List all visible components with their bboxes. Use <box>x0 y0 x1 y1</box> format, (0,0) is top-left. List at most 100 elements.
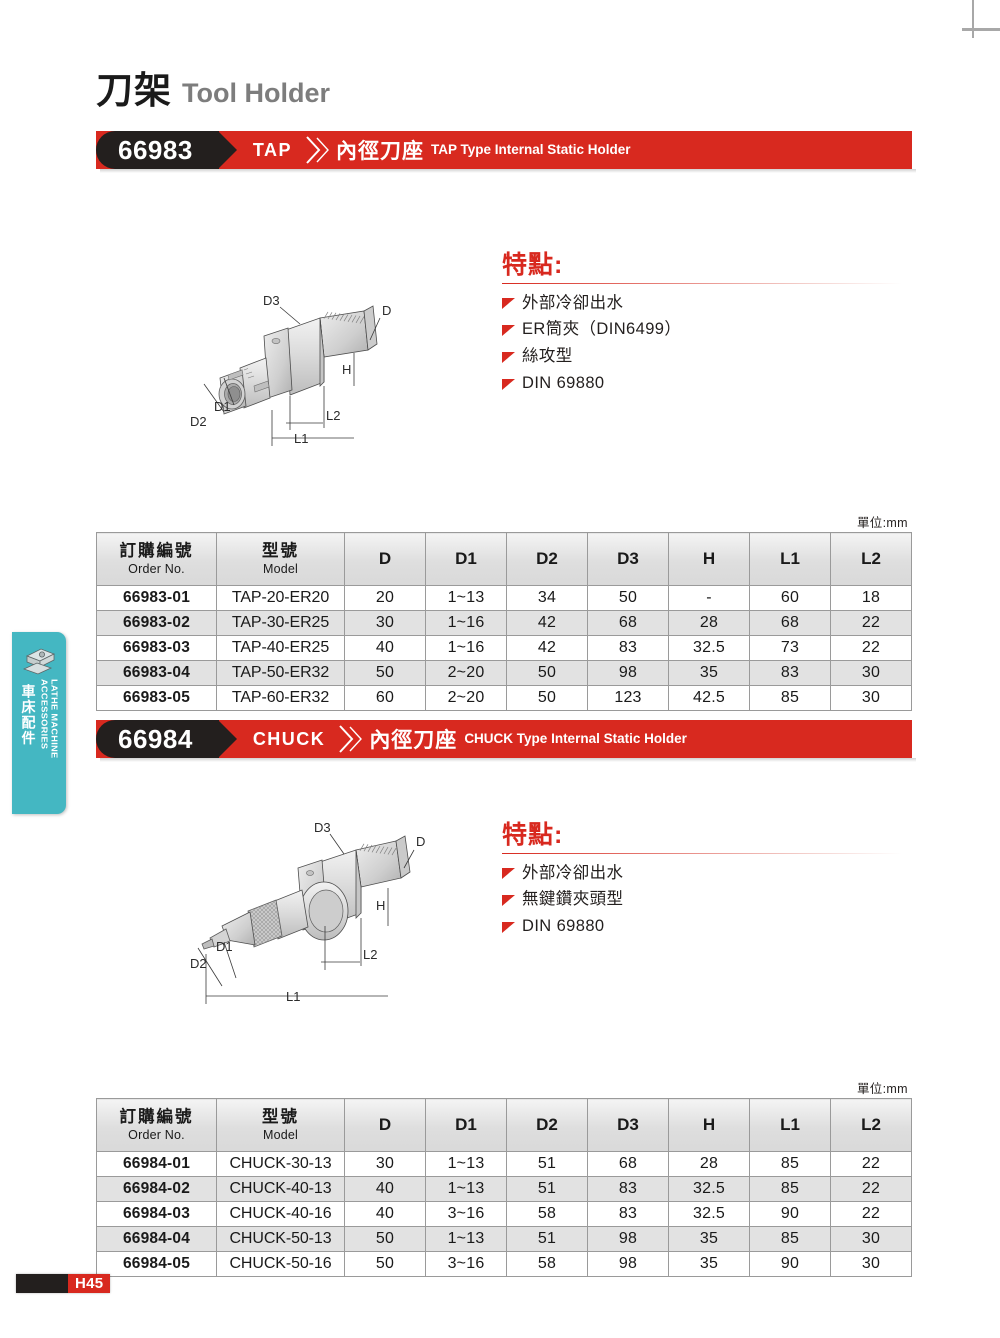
cell-d: 50 <box>344 660 426 686</box>
list-item: 外部冷卻出水 <box>502 860 902 887</box>
chevron-right-icon <box>304 135 330 165</box>
cell-d1: 1~16 <box>425 610 507 636</box>
cell-d: 30 <box>344 1151 426 1177</box>
banner-shadow-66984 <box>100 758 916 762</box>
table-row: 66984-03 CHUCK-40-16 40 3~16 58 83 32.5 … <box>96 1201 912 1227</box>
cell-d: 50 <box>344 1226 426 1252</box>
cell-model: CHUCK-40-16 <box>216 1201 345 1227</box>
chevron-right-icon <box>337 724 363 754</box>
cell-d: 50 <box>344 1251 426 1277</box>
cell-h: 32.5 <box>668 1201 750 1227</box>
cell-order-no: 66984-05 <box>96 1251 217 1277</box>
cell-h: 35 <box>668 1251 750 1277</box>
cell-h: 32.5 <box>668 1176 750 1202</box>
cell-d2: 58 <box>506 1201 588 1227</box>
badge-dark-block <box>16 1274 68 1293</box>
table-row: 66984-01 CHUCK-30-13 30 1~13 51 68 28 85… <box>96 1151 912 1177</box>
lathe-tool-icon <box>21 642 57 676</box>
cell-l2: 18 <box>830 585 912 611</box>
cell-d2: 42 <box>506 610 588 636</box>
crop-mark-top-right-vertical <box>972 0 974 38</box>
cell-l1: 85 <box>749 685 831 711</box>
cell-h: 35 <box>668 1226 750 1252</box>
page-number-badge: H45 <box>16 1274 111 1293</box>
cell-l1: 90 <box>749 1201 831 1227</box>
cell-d: 40 <box>344 635 426 661</box>
section-type-66984: CHUCK <box>252 728 326 749</box>
cell-h: 35 <box>668 660 750 686</box>
cell-d1: 3~16 <box>425 1251 507 1277</box>
triangle-bullet-icon <box>502 298 515 310</box>
cell-l1: 83 <box>749 660 831 686</box>
cell-h: 32.5 <box>668 635 750 661</box>
side-tab-text: 車床配件 LATHE MACHINE ACCESSORIES <box>12 679 66 810</box>
cell-l2: 30 <box>830 1251 912 1277</box>
features-rule-66984 <box>502 852 902 854</box>
cell-l2: 30 <box>830 685 912 711</box>
cell-d3: 83 <box>587 635 669 661</box>
cell-d2: 42 <box>506 635 588 661</box>
features-list-66984: 外部冷卻出水 無鍵鑽夾頭型 DIN 69880 <box>502 860 902 940</box>
list-item: ER筒夾（DIN6499） <box>502 316 902 343</box>
cell-d: 40 <box>344 1176 426 1202</box>
section-subtitle-cn-66983: 內徑刀座 <box>335 140 424 163</box>
table-row: 66983-04 TAP-50-ER32 50 2~20 50 98 35 83… <box>96 660 912 686</box>
cell-order-no: 66984-04 <box>96 1226 217 1252</box>
cell-d: 30 <box>344 610 426 636</box>
cell-l2: 22 <box>830 1176 912 1202</box>
col-header-order-no: 訂購編號 Order No. <box>96 532 217 586</box>
dim-label-d1: D1 <box>216 939 233 954</box>
table-row: 66984-04 CHUCK-50-13 50 1~13 51 98 35 85… <box>96 1226 912 1252</box>
cell-h: 42.5 <box>668 685 750 711</box>
table-row: 66984-05 CHUCK-50-16 50 3~16 58 98 35 90… <box>96 1251 912 1277</box>
cell-l2: 30 <box>830 660 912 686</box>
cell-model: CHUCK-50-13 <box>216 1226 345 1252</box>
unit-note-66983: 單位:mm <box>857 516 908 530</box>
triangle-bullet-icon <box>502 378 515 390</box>
feature-text: DIN 69880 <box>522 373 605 392</box>
cell-h: 28 <box>668 1151 750 1177</box>
page-title-en: Tool Holder <box>182 78 330 108</box>
cell-d2: 34 <box>506 585 588 611</box>
feature-text: 絲攻型 <box>522 346 573 365</box>
triangle-bullet-icon <box>502 868 515 880</box>
banner-shadow-66983 <box>100 169 916 173</box>
cell-l1: 90 <box>749 1251 831 1277</box>
cell-d3: 68 <box>587 610 669 636</box>
col-header-d3: D3 <box>587 1098 669 1152</box>
cell-d: 60 <box>344 685 426 711</box>
features-heading-66983: 特點: <box>502 251 564 279</box>
section-subtitle-en-66984: CHUCK Type Internal Static Holder <box>464 731 687 746</box>
features-heading-66984: 特點: <box>502 821 564 849</box>
cell-l1: 85 <box>749 1176 831 1202</box>
col-header-d3: D3 <box>587 532 669 586</box>
col-header-d2: D2 <box>506 532 588 586</box>
cell-d2: 51 <box>506 1176 588 1202</box>
dim-label-l1: L1 <box>286 989 300 1004</box>
cell-d: 20 <box>344 585 426 611</box>
table-header-row: 訂購編號 Order No. 型號 Model D D1 D2 D3 H L1 … <box>96 532 912 586</box>
list-item: 外部冷卻出水 <box>502 290 902 317</box>
feature-text: 外部冷卻出水 <box>522 863 624 882</box>
dim-label-l2: L2 <box>363 947 377 962</box>
cell-l1: 60 <box>749 585 831 611</box>
section-code-66983: 66983 <box>96 131 237 169</box>
col-header-l1: L1 <box>749 1098 831 1152</box>
list-item: DIN 69880 <box>502 913 902 940</box>
section-banner-66983: 66983 TAP 內徑刀座 TAP Type Internal Static … <box>96 131 912 169</box>
cell-d2: 51 <box>506 1151 588 1177</box>
cell-l2: 22 <box>830 610 912 636</box>
cell-model: CHUCK-40-13 <box>216 1176 345 1202</box>
side-tab-label-cn: 車床配件 <box>20 684 37 746</box>
col-header-h: H <box>668 532 750 586</box>
cell-model: TAP-50-ER32 <box>216 660 345 686</box>
page-title-cn: 刀架 <box>96 70 172 111</box>
col-header-l2: L2 <box>830 532 912 586</box>
cell-d2: 58 <box>506 1251 588 1277</box>
col-header-h: H <box>668 1098 750 1152</box>
cell-model: TAP-30-ER25 <box>216 610 345 636</box>
feature-text: 無鍵鑽夾頭型 <box>522 890 624 909</box>
side-tab-lathe-machine-accessories[interactable]: 車床配件 LATHE MACHINE ACCESSORIES <box>12 632 66 814</box>
cell-order-no: 66983-02 <box>96 610 217 636</box>
